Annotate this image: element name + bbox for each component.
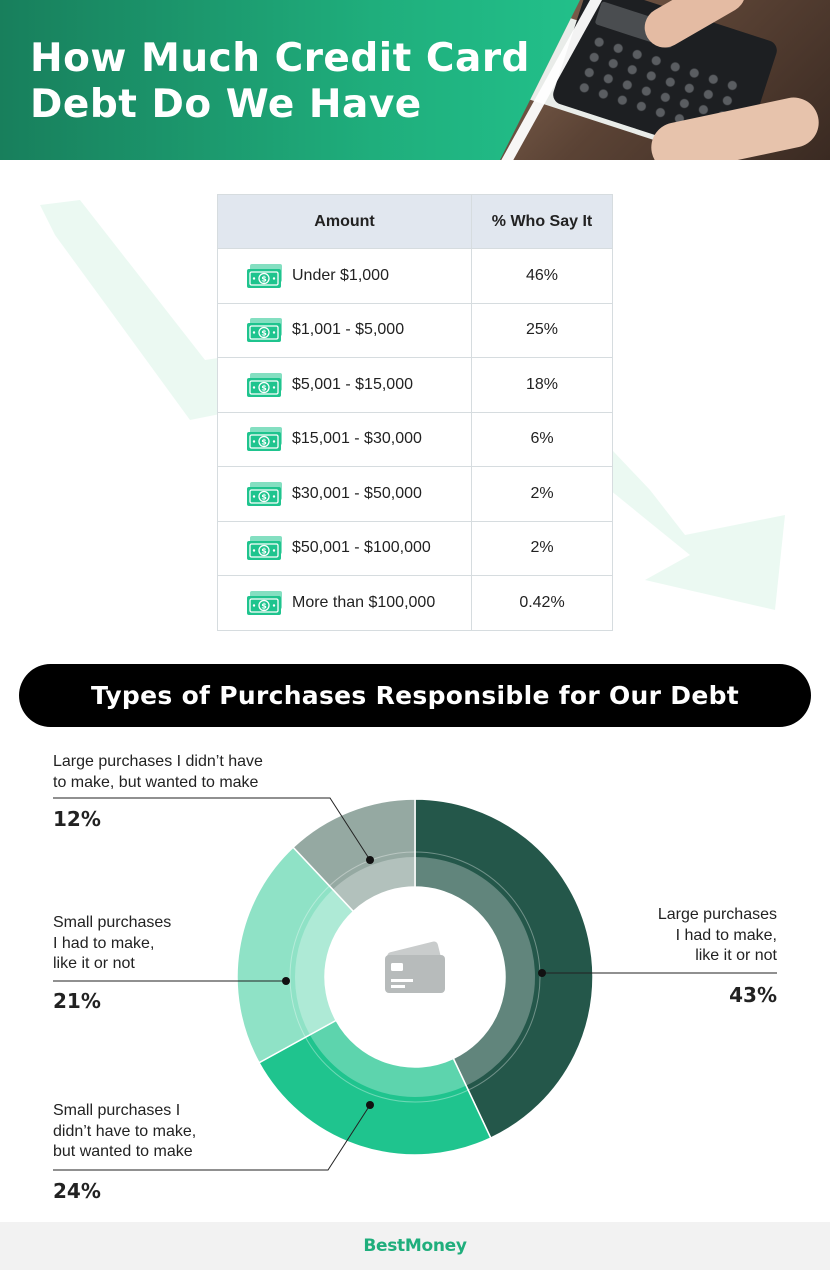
pct-large-had: 43% (729, 983, 777, 1007)
section-title: Types of Purchases Responsible for Our D… (90, 681, 740, 710)
amount-cell: $ Under $1,000 (218, 249, 472, 303)
table-row: $ More than $100,000 0.42% (218, 575, 612, 630)
donut-inner-band (332, 857, 415, 915)
money-icon: $ (246, 317, 292, 343)
money-icon: $ (246, 535, 292, 561)
table-row: $ $50,001 - $100,000 2% (218, 520, 612, 575)
donut-inner-band (415, 857, 536, 1086)
amount-cell: $ More than $100,000 (218, 576, 472, 630)
percent-cell: 6% (530, 430, 554, 448)
svg-text:$: $ (261, 601, 267, 610)
section-banner: Types of Purchases Responsible for Our D… (19, 664, 811, 727)
column-header-percent: % Who Say It (491, 212, 593, 230)
donut-slice (257, 1019, 492, 1156)
svg-text:$: $ (261, 438, 267, 447)
table-row: $ $1,001 - $5,000 25% (218, 302, 612, 357)
money-icon: $ (246, 590, 292, 616)
amount-cell: $ $30,001 - $50,000 (218, 467, 472, 521)
leader-dot (538, 969, 546, 977)
amount-label: More than $100,000 (292, 593, 436, 611)
pct-large-wanted: 12% (53, 807, 101, 831)
percent-cell: 18% (525, 375, 559, 393)
donut-slice (414, 798, 594, 1140)
percent-cell: 2% (530, 539, 554, 557)
bestmoney-logo: BestMoney (363, 1236, 467, 1256)
donut-slice (236, 846, 355, 1064)
donut-slice (292, 798, 416, 913)
amount-cell: $ $50,001 - $100,000 (218, 521, 472, 575)
svg-text:$: $ (261, 274, 267, 283)
amount-cell: $ $1,001 - $5,000 (218, 303, 472, 357)
amount-label: $15,001 - $30,000 (292, 430, 422, 448)
table-row: $ $5,001 - $15,000 18% (218, 357, 612, 412)
pct-small-had: 21% (53, 989, 101, 1013)
leader-line (53, 797, 371, 861)
percent-cell: 0.42% (519, 593, 565, 611)
amount-cell: $ $15,001 - $30,000 (218, 412, 472, 466)
purchases-donut-chart: Large purchases I didn’t have to make, bu… (0, 727, 830, 1222)
donut-inner-band (309, 1018, 467, 1097)
money-icon: $ (246, 263, 292, 289)
label-large-had: Large purchases I had to make, like it or … (657, 906, 777, 964)
amount-label: Under $1,000 (292, 266, 389, 284)
money-icon: $ (246, 481, 292, 507)
debt-amount-table: Amount % Who Say It $ Under $1,000 46% $ $1,… (217, 194, 613, 631)
donut-inner-band (294, 889, 357, 1035)
amount-cell: $ $5,001 - $15,000 (218, 358, 472, 412)
table-row: $ $30,001 - $50,000 2% (218, 466, 612, 521)
credit-card-icon (385, 941, 445, 993)
table-header: Amount % Who Say It (218, 195, 612, 248)
svg-text:$: $ (261, 547, 267, 556)
header-banner: How Much Credit Card Debt Do We Have (0, 0, 830, 160)
percent-cell: 46% (525, 266, 559, 284)
donut-svg (53, 797, 777, 1171)
leader-line (53, 1104, 371, 1171)
table-row: $ $15,001 - $30,000 6% (218, 411, 612, 466)
svg-text:$: $ (261, 492, 267, 501)
pct-small-wanted: 24% (53, 1179, 101, 1203)
donut-guide-ring (289, 851, 541, 1103)
down-trend-arrow-icon (40, 200, 785, 610)
column-header-amount: Amount (218, 195, 472, 248)
footer: BestMoney (0, 1222, 830, 1270)
money-icon: $ (246, 426, 292, 452)
label-small-had: Small purchases I had to make, like it or … (53, 914, 172, 972)
leader-dot (366, 856, 374, 864)
amount-label: $50,001 - $100,000 (292, 539, 431, 557)
label-large-wanted: Large purchases I didn’t have to make, bu… (53, 753, 263, 791)
page-title: How Much Credit Card Debt Do We Have (30, 36, 530, 127)
percent-cell: 2% (530, 484, 554, 502)
percent-cell: 25% (525, 321, 559, 339)
amount-label: $30,001 - $50,000 (292, 484, 422, 502)
leader-dot (366, 1101, 374, 1109)
svg-text:$: $ (261, 329, 267, 338)
amount-label: $1,001 - $5,000 (292, 321, 405, 339)
svg-text:$: $ (261, 383, 267, 392)
leader-dot (282, 977, 290, 985)
money-icon: $ (246, 372, 292, 398)
amount-label: $5,001 - $15,000 (292, 375, 413, 393)
table-row: $ Under $1,000 46% (218, 248, 612, 303)
